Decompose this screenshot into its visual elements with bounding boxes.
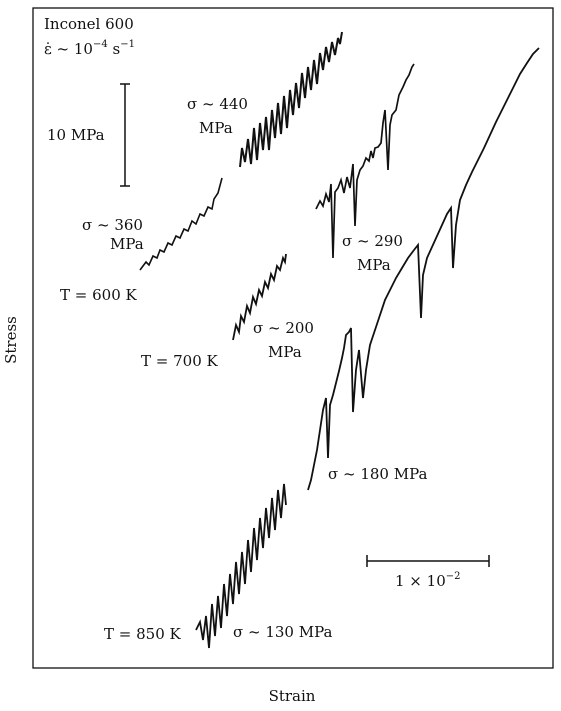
strain-scale-bar [366, 555, 490, 567]
strain-rate-label: ε̇ ~ 10−4 s−1 [44, 39, 135, 58]
plot-frame [32, 7, 554, 669]
x-axis-label: Strain [269, 687, 316, 705]
material-label: Inconel 600 [44, 15, 134, 33]
stress-label-200-unit: MPa [268, 343, 302, 361]
curve-850k-130mpa [195, 483, 287, 649]
stress-label-440-unit: MPa [199, 119, 233, 137]
curve-700k-200mpa [232, 253, 287, 341]
temperature-label-700k: T = 700 K [141, 352, 219, 370]
stress-scale-label: 10 MPa [47, 126, 105, 144]
stress-label-290: σ ~ 290 [342, 232, 403, 250]
stress-label-130: σ ~ 130 MPa [233, 623, 333, 641]
stress-label-440: σ ~ 440 [187, 95, 248, 113]
curve-850k-180mpa [307, 47, 540, 491]
stress-label-180: σ ~ 180 MPa [328, 465, 428, 483]
temperature-label-600k: T = 600 K [60, 286, 138, 304]
curve-700k-290mpa [315, 63, 415, 259]
curve-600k-440mpa [239, 31, 343, 168]
strain-scale-label: 1 × 10−2 [395, 571, 461, 590]
stress-label-360: σ ~ 360 [82, 216, 143, 234]
stress-label-200: σ ~ 200 [253, 319, 314, 337]
y-axis-label: Stress [2, 316, 20, 364]
stress-label-290-unit: MPa [357, 256, 391, 274]
curve-600k-360mpa [139, 177, 223, 271]
stress-label-360-unit: MPa [110, 235, 144, 253]
temperature-label-850k: T = 850 K [104, 625, 182, 643]
stress-scale-bar [120, 83, 130, 187]
